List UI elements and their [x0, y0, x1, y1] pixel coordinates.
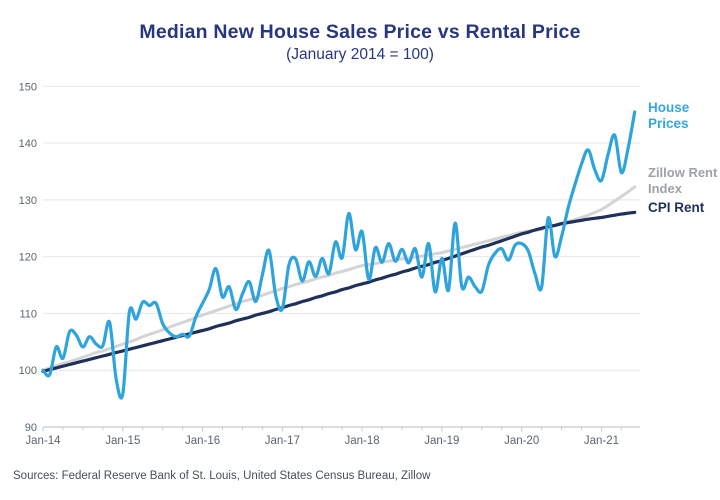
cpi-rent-line: [41, 210, 637, 373]
chart-title: Median New House Sales Price vs Rental P…: [139, 21, 581, 43]
zillow-rent-index-line: [41, 185, 637, 372]
y-tick-label-140: 140: [19, 138, 37, 150]
y-tick-label-100: 100: [19, 365, 37, 377]
legend-house-prices: House Prices: [648, 100, 690, 132]
y-tick-label-130: 130: [19, 195, 37, 207]
x-tick-label-Jan-20: Jan-20: [504, 435, 539, 447]
x-tick-label-Jan-17: Jan-17: [265, 435, 300, 447]
y-tick-label-120: 120: [19, 252, 37, 264]
y-tick-label-150: 150: [19, 81, 37, 93]
legend-zillow-rent-index: Zillow Rent Index: [648, 165, 718, 196]
y-tick-label-90: 90: [25, 422, 37, 434]
x-tick-label-Jan-18: Jan-18: [345, 435, 380, 447]
x-tick-label-Jan-21: Jan-21: [584, 435, 619, 447]
x-tick-label-Jan-19: Jan-19: [424, 435, 459, 447]
chart-subtitle: (January 2014 = 100): [286, 46, 434, 63]
legend-cpi-rent: CPI Rent: [648, 200, 705, 215]
x-tick-label-Jan-16: Jan-16: [185, 435, 220, 447]
x-tick-label-Jan-15: Jan-15: [105, 435, 140, 447]
y-tick-label-110: 110: [19, 308, 37, 320]
source-note: Sources: Federal Reserve Bank of St. Lou…: [13, 470, 431, 482]
house-prices-line: [41, 110, 637, 400]
x-tick-label-Jan-14: Jan-14: [25, 435, 61, 447]
